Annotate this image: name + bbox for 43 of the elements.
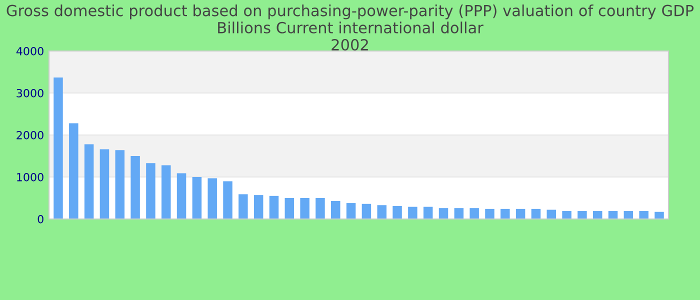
bar (423, 206, 433, 219)
bar (176, 173, 186, 219)
bar (408, 206, 418, 219)
bar (485, 208, 494, 219)
bar (100, 149, 110, 219)
y-tick-label: 1000 (17, 172, 44, 182)
bar (531, 208, 541, 219)
bar (269, 196, 279, 219)
bar (146, 163, 156, 219)
y-tick-label: 2000 (16, 130, 44, 140)
bar (592, 211, 602, 219)
bar (470, 208, 479, 219)
bar (654, 212, 664, 219)
bar (346, 203, 356, 219)
bar (161, 165, 171, 219)
bar (578, 211, 587, 219)
bar (69, 123, 78, 219)
bar (624, 211, 634, 219)
bar (238, 194, 248, 219)
bar (130, 156, 140, 219)
bar (208, 178, 217, 219)
bar (223, 181, 232, 219)
bar (331, 200, 340, 219)
bar (115, 150, 125, 219)
bar (608, 211, 618, 219)
bar (392, 206, 402, 219)
bar (84, 144, 94, 219)
bar (284, 198, 294, 219)
bar (639, 211, 648, 219)
bar (192, 177, 202, 219)
y-tick-label: 0 (38, 214, 44, 224)
bar (516, 208, 526, 219)
bar (454, 208, 464, 219)
bar (438, 208, 448, 219)
bar (562, 211, 572, 219)
bar (362, 204, 372, 219)
bar (500, 208, 510, 219)
y-tick-label: 3000 (16, 88, 44, 98)
bar (254, 195, 264, 219)
bar (377, 205, 386, 219)
bar (54, 77, 63, 219)
bar (316, 198, 325, 219)
bar (300, 198, 310, 219)
